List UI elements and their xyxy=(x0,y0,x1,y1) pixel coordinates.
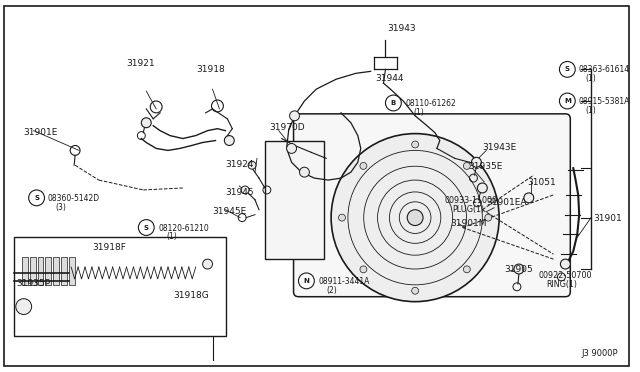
Circle shape xyxy=(524,193,534,203)
Bar xyxy=(22,257,28,285)
Circle shape xyxy=(29,190,44,206)
Text: 31921: 31921 xyxy=(126,60,155,68)
Circle shape xyxy=(559,61,575,77)
Circle shape xyxy=(141,118,151,128)
Circle shape xyxy=(203,259,212,269)
Bar xyxy=(45,257,51,285)
Bar xyxy=(38,257,44,285)
Text: 31918G: 31918G xyxy=(173,291,209,300)
Circle shape xyxy=(16,299,31,314)
Circle shape xyxy=(241,186,249,194)
Circle shape xyxy=(225,135,234,145)
Circle shape xyxy=(360,163,367,169)
Text: S: S xyxy=(565,66,570,73)
Circle shape xyxy=(407,210,423,225)
Circle shape xyxy=(300,167,309,177)
Text: 00933-11000: 00933-11000 xyxy=(445,196,498,205)
Circle shape xyxy=(298,273,314,289)
Bar xyxy=(29,257,36,285)
Circle shape xyxy=(248,161,256,169)
Text: 31905: 31905 xyxy=(504,265,533,274)
Circle shape xyxy=(412,141,419,148)
Text: M: M xyxy=(564,98,571,104)
Circle shape xyxy=(463,266,470,273)
Text: N: N xyxy=(303,278,309,284)
Text: 08911-3441A: 08911-3441A xyxy=(318,277,370,286)
Text: 31901M: 31901M xyxy=(451,219,487,228)
Circle shape xyxy=(463,163,470,169)
Circle shape xyxy=(138,219,154,235)
Text: 31901E: 31901E xyxy=(24,128,58,137)
Circle shape xyxy=(561,259,570,269)
Circle shape xyxy=(331,134,499,302)
Text: 31935E: 31935E xyxy=(468,162,503,171)
Circle shape xyxy=(385,95,401,111)
Text: 31945: 31945 xyxy=(225,188,254,197)
Text: 08120-61210: 08120-61210 xyxy=(158,224,209,232)
Circle shape xyxy=(287,144,296,153)
Circle shape xyxy=(412,287,419,294)
Text: 31943: 31943 xyxy=(387,24,416,33)
Text: J3 9000P: J3 9000P xyxy=(581,349,618,358)
Text: 31943E: 31943E xyxy=(483,142,516,151)
Text: 31945E: 31945E xyxy=(212,207,247,216)
Text: S: S xyxy=(144,225,148,231)
Text: 31924: 31924 xyxy=(225,160,254,169)
Text: 31944: 31944 xyxy=(376,74,404,83)
FancyBboxPatch shape xyxy=(294,114,570,297)
Bar xyxy=(265,141,324,259)
Text: (1): (1) xyxy=(585,74,596,83)
Bar xyxy=(69,257,75,285)
Bar xyxy=(53,257,60,285)
Text: S: S xyxy=(34,195,39,201)
Text: (1): (1) xyxy=(413,108,424,117)
Text: 08110-61262: 08110-61262 xyxy=(405,99,456,108)
Bar xyxy=(61,257,67,285)
Text: 08363-61614: 08363-61614 xyxy=(578,65,629,74)
Text: 31918F: 31918F xyxy=(92,243,126,252)
Circle shape xyxy=(514,264,524,274)
Text: 31901: 31901 xyxy=(593,214,622,223)
Text: B: B xyxy=(391,100,396,106)
Text: 08360-5142D: 08360-5142D xyxy=(47,194,100,203)
Circle shape xyxy=(360,266,367,273)
Text: 00922-50700: 00922-50700 xyxy=(539,271,592,280)
Text: PLUG(1): PLUG(1) xyxy=(452,205,485,214)
Circle shape xyxy=(290,111,300,121)
Text: 31970D: 31970D xyxy=(269,123,305,132)
Text: 31918: 31918 xyxy=(196,65,225,74)
Circle shape xyxy=(477,183,487,193)
Text: (1): (1) xyxy=(585,106,596,115)
Circle shape xyxy=(559,93,575,109)
Text: RING(1): RING(1) xyxy=(547,280,577,289)
Text: (1): (1) xyxy=(166,232,177,241)
Text: 31935P: 31935P xyxy=(16,279,50,288)
Circle shape xyxy=(485,214,492,221)
Text: 08915-5381A: 08915-5381A xyxy=(578,97,630,106)
Circle shape xyxy=(472,157,481,167)
Text: (2): (2) xyxy=(326,286,337,295)
Circle shape xyxy=(339,214,346,221)
Bar xyxy=(14,237,227,336)
Text: 31051: 31051 xyxy=(527,178,556,187)
Text: (3): (3) xyxy=(55,203,66,212)
Text: 31901EA: 31901EA xyxy=(486,198,527,207)
